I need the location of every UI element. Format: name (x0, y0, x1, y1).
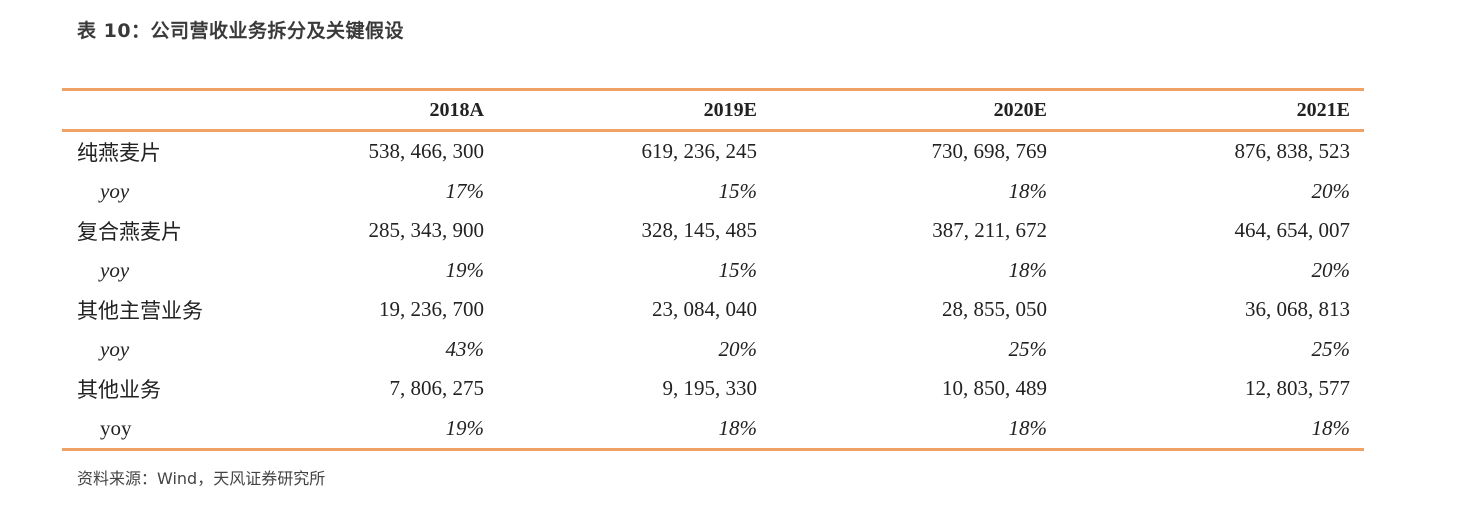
table-row-other-main-business: 其他主营业务 19, 236, 700 23, 084, 040 28, 855… (62, 290, 1364, 330)
cell-value: 9, 195, 330 (662, 376, 758, 401)
header-2018a: 2018A (429, 98, 484, 121)
header-2020e: 2020E (993, 98, 1047, 121)
cell-value: 36, 068, 813 (1245, 297, 1350, 322)
cell-value: 538, 466, 300 (368, 139, 485, 164)
row-label: 其他业务 (77, 377, 161, 402)
table-row-pure-oats-yoy: yoy 17% 15% 18% 20% (62, 172, 1364, 212)
cell-value: 19% (445, 257, 485, 282)
row-label: 复合燕麦片 (77, 219, 182, 244)
cell-value: 15% (718, 178, 758, 203)
cell-value: 28, 855, 050 (942, 297, 1047, 322)
row-label: yoy (100, 336, 130, 361)
table-row-compound-oats-yoy: yoy 19% 15% 18% 20% (62, 251, 1364, 291)
data-table-container: 2018A 2019E 2020E 2021E 纯燕麦片 538, 466, 3… (62, 88, 1364, 451)
cell-value: 23, 084, 040 (652, 297, 757, 322)
header-2019e: 2019E (703, 98, 757, 121)
cell-value: 20% (1311, 178, 1351, 203)
cell-value: 19% (445, 415, 485, 440)
cell-value: 17% (445, 178, 485, 203)
cell-value: 15% (718, 257, 758, 282)
cell-value: 18% (1008, 257, 1048, 282)
cell-value: 20% (1311, 257, 1351, 282)
cell-value: 18% (1311, 415, 1351, 440)
row-label: yoy (100, 415, 132, 440)
cell-value: 328, 145, 485 (641, 218, 758, 243)
cell-value: 7, 806, 275 (389, 376, 485, 401)
cell-value: 25% (1311, 336, 1351, 361)
table-title: 表 10：公司营收业务拆分及关键假设 (77, 20, 405, 42)
header-label-cell (62, 90, 275, 131)
cell-value: 19, 236, 700 (379, 297, 484, 322)
cell-value: 285, 343, 900 (368, 218, 485, 243)
row-label: 纯燕麦片 (77, 140, 161, 165)
cell-value: 20% (718, 336, 758, 361)
cell-value: 619, 236, 245 (641, 139, 758, 164)
table-row-other-business: 其他业务 7, 806, 275 9, 195, 330 10, 850, 48… (62, 369, 1364, 409)
table-row-other-business-yoy: yoy 19% 18% 18% 18% (62, 409, 1364, 450)
cell-value: 876, 838, 523 (1234, 139, 1351, 164)
table-row-other-main-business-yoy: yoy 43% 20% 25% 25% (62, 330, 1364, 370)
cell-value: 18% (1008, 178, 1048, 203)
cell-value: 43% (445, 336, 485, 361)
cell-value: 18% (1008, 415, 1048, 440)
revenue-breakdown-table: 2018A 2019E 2020E 2021E 纯燕麦片 538, 466, 3… (62, 88, 1364, 451)
table-header-row: 2018A 2019E 2020E 2021E (62, 89, 1364, 131)
cell-value: 18% (718, 415, 758, 440)
source-note: 资料来源：Wind，天风证券研究所 (77, 469, 326, 488)
cell-value: 387, 211, 672 (932, 218, 1047, 243)
cell-value: 12, 803, 577 (1245, 376, 1350, 401)
table-row-pure-oats: 纯燕麦片 538, 466, 300 619, 236, 245 730, 69… (62, 131, 1364, 172)
row-label: yoy (100, 178, 130, 203)
cell-value: 730, 698, 769 (931, 139, 1048, 164)
cell-value: 25% (1008, 336, 1048, 361)
header-2021e: 2021E (1296, 98, 1350, 121)
cell-value: 464, 654, 007 (1234, 218, 1351, 243)
row-label: 其他主营业务 (77, 298, 203, 323)
row-label: yoy (100, 257, 130, 282)
table-row-compound-oats: 复合燕麦片 285, 343, 900 328, 145, 485 387, 2… (62, 211, 1364, 251)
cell-value: 10, 850, 489 (942, 376, 1047, 401)
